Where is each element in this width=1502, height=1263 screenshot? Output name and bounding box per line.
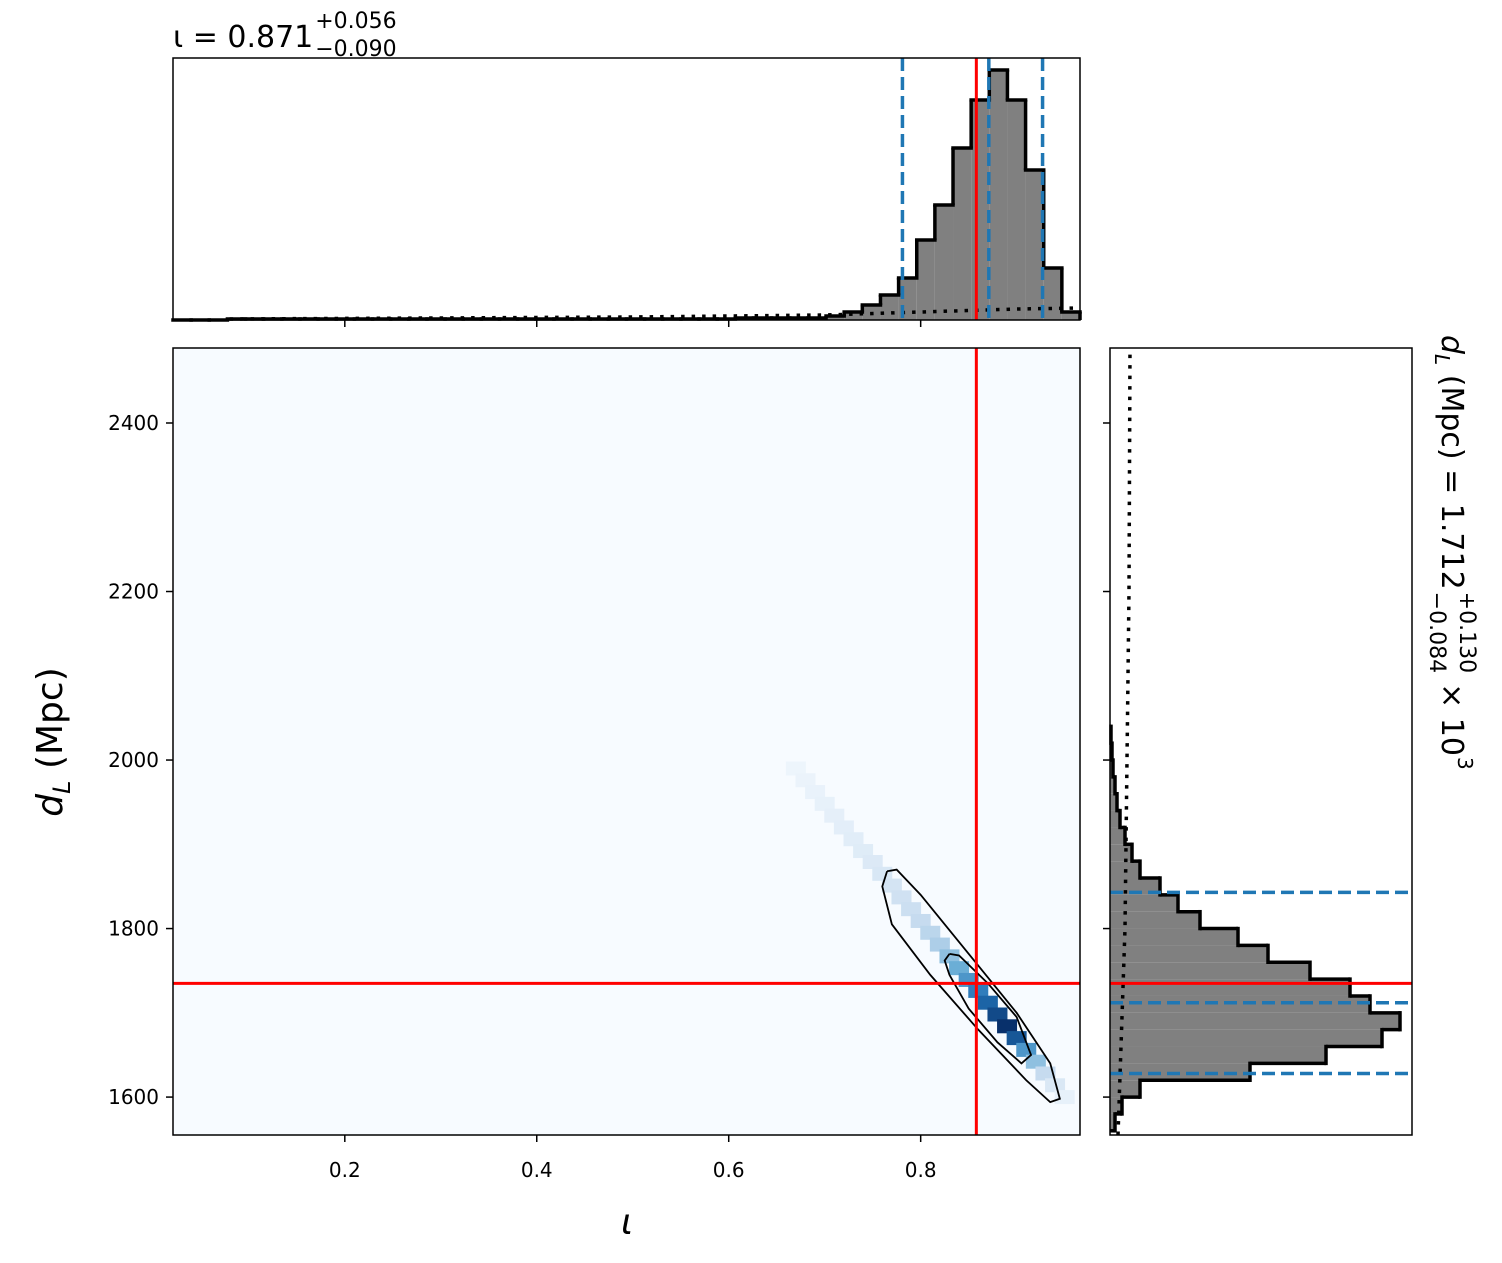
- right-histogram: [1103, 347, 1413, 1136]
- right-title-d: d: [1434, 335, 1469, 355]
- heatmap-cell: [862, 854, 883, 869]
- heatmap-cell: [901, 902, 922, 917]
- right-title-sub-letter: L: [1430, 354, 1454, 365]
- hist-bar: [880, 295, 899, 320]
- prior-line: [229, 306, 1081, 321]
- right-title-exp: 3: [1453, 757, 1477, 770]
- hist-bar: [1110, 1029, 1382, 1047]
- heatmap-cell: [910, 913, 931, 928]
- top-title-sup: +0.056: [315, 9, 396, 34]
- heatmap-cell: [853, 844, 874, 859]
- right-title-sub: −0.084: [1424, 592, 1449, 673]
- contour: [881, 868, 1061, 1104]
- hist-bar: [844, 312, 863, 320]
- hist-bar: [1110, 1080, 1140, 1098]
- right-title-rest: (Mpc) = 1.712: [1434, 365, 1469, 589]
- hist-bar: [826, 316, 845, 320]
- y-tick-label: 2400: [108, 411, 159, 435]
- hist-bar: [1110, 945, 1268, 963]
- heatmap-cell: [872, 866, 893, 881]
- hist-bar: [1110, 911, 1200, 929]
- hist-bar: [1110, 1046, 1326, 1064]
- hist-bar: [1110, 776, 1115, 794]
- heatmap-cell: [795, 773, 816, 788]
- hist-bar: [1110, 1113, 1115, 1131]
- x-axis-label: ι: [621, 1202, 633, 1243]
- y-tick-label: 1800: [108, 917, 159, 941]
- heatmap-cell: [1054, 1090, 1075, 1105]
- heatmap-cell: [833, 820, 854, 835]
- heatmap-cell: [977, 995, 998, 1010]
- hist-bar: [1110, 793, 1117, 811]
- y-tick-label: 2000: [108, 748, 159, 772]
- panel-frame: [172, 57, 1081, 321]
- x-tick-label: 0.2: [329, 1158, 361, 1182]
- top-histogram: [171, 57, 1082, 327]
- hist-bar: [1061, 312, 1080, 320]
- top-title: ι = 0.871: [173, 20, 313, 55]
- y-label-sub: L: [48, 781, 76, 794]
- hist-bar: [1110, 995, 1370, 1013]
- heatmap-cell: [987, 1007, 1008, 1022]
- hist-bar: [916, 240, 935, 320]
- heatmap-cell: [1006, 1031, 1027, 1046]
- hist-bar: [989, 70, 1008, 320]
- heatmap-cell: [891, 890, 912, 905]
- heatmap-cell: [824, 808, 845, 823]
- hist-bar: [1110, 928, 1238, 946]
- heatmap-cell: [929, 937, 950, 952]
- hist-bar: [1025, 170, 1044, 320]
- y-label-rest: (Mpc): [30, 667, 71, 780]
- x-tick-label: 0.6: [713, 1158, 745, 1182]
- heatmap-cell: [814, 796, 835, 811]
- hist-bar: [953, 148, 972, 320]
- y-label-d: d: [30, 793, 71, 817]
- panel-frame: [172, 347, 1081, 1136]
- hist-bar: [1110, 844, 1132, 862]
- heatmap-cell: [1045, 1078, 1066, 1093]
- heatmap-cell: [949, 961, 970, 976]
- heatmap-background: [173, 348, 1080, 1135]
- right-title: dL (Mpc) = 1.712: [1430, 335, 1469, 590]
- x-tick-label: 0.8: [905, 1158, 937, 1182]
- y-tick-label: 1600: [108, 1085, 159, 1109]
- heatmap-cell: [1035, 1066, 1056, 1081]
- hist-bar: [1110, 810, 1120, 828]
- panel-frame: [1109, 347, 1413, 1136]
- hist-bar: [1110, 962, 1310, 980]
- heatmap-cell: [997, 1019, 1018, 1034]
- right-title-group: dL (Mpc) = 1.712 +0.130 −0.084 × 10 3: [1424, 335, 1479, 770]
- hist-bar: [1110, 827, 1125, 845]
- heatmap-cell: [881, 878, 902, 893]
- hist-bar: [1110, 1012, 1400, 1030]
- hist-bar: [1110, 979, 1350, 996]
- x-tick-label: 0.4: [521, 1158, 553, 1182]
- y-axis-label-group: dL (Mpc): [30, 667, 76, 816]
- y-tick-label: 2200: [108, 580, 159, 604]
- heatmap-cell: [785, 761, 806, 776]
- main-panel: 0.2 0.4 0.6 0.8 1600 1800 2000 2200 2400: [108, 347, 1081, 1182]
- y-axis-label: dL (Mpc): [30, 667, 76, 816]
- contour: [943, 952, 1033, 1065]
- right-title-factor: × 10: [1434, 683, 1469, 756]
- heatmap-cell: [1025, 1054, 1046, 1069]
- hist-bar: [971, 100, 990, 320]
- heatmap-cell: [920, 925, 941, 940]
- hist-bar: [1043, 268, 1062, 320]
- heatmap-cell: [805, 785, 826, 800]
- heatmap-cell: [968, 983, 989, 998]
- heatmap-cell: [843, 832, 864, 847]
- hist-bar: [934, 205, 954, 320]
- hist-bar: [1110, 894, 1178, 912]
- prior-line: [1116, 347, 1132, 1136]
- hist-bar: [1007, 100, 1026, 320]
- right-title-sup: +0.130: [1454, 592, 1479, 673]
